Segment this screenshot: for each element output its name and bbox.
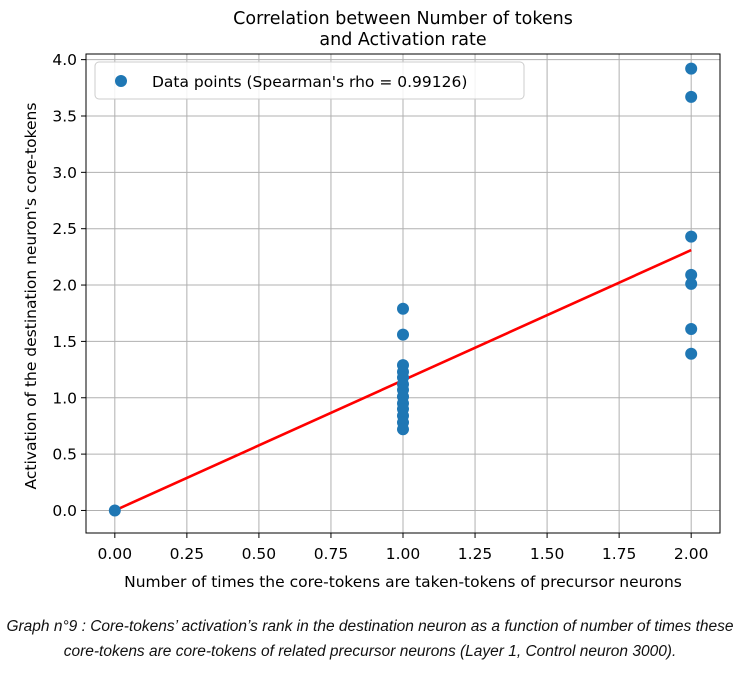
data-point [685, 268, 698, 281]
y-tick-label: 2.0 [52, 277, 77, 295]
data-point [685, 90, 698, 103]
y-tick-label: 1.5 [52, 333, 77, 351]
x-tick-label: 0.75 [314, 545, 349, 563]
x-axis-label: Number of times the core-tokens are take… [124, 573, 682, 591]
y-tick-label: 3.0 [52, 164, 77, 182]
legend: Data points (Spearman's rho = 0.99126) [94, 61, 525, 100]
data-point [685, 323, 698, 336]
x-tick-label: 0.25 [170, 545, 205, 563]
x-tick-label: 1.50 [530, 545, 565, 563]
y-tick-label: 0.0 [52, 502, 77, 520]
x-axis-ticks: 0.00 0.25 0.50 0.75 1.00 1.25 1.50 1.75 2.00 [98, 533, 709, 563]
y-tick-label: 1.0 [52, 389, 77, 407]
y-axis-label: Activation of the destination neuron's c… [22, 103, 40, 490]
data-point [397, 302, 409, 315]
data-points [108, 62, 698, 517]
data-point [397, 328, 409, 341]
figure-caption: Graph n°9 : Core-tokens’ activation’s ra… [6, 618, 734, 660]
x-tick-label: 0.00 [98, 545, 133, 563]
data-point [397, 423, 409, 436]
y-axis-ticks: 0.0 0.5 1.0 1.5 2.0 2.5 3.0 3.5 4.0 [52, 51, 86, 520]
legend-marker [115, 75, 127, 87]
data-point [685, 347, 698, 360]
data-point [685, 277, 698, 290]
x-tick-label: 1.00 [386, 545, 421, 563]
y-tick-label: 2.5 [52, 220, 77, 238]
x-tick-label: 1.25 [458, 545, 493, 563]
y-tick-label: 4.0 [52, 51, 77, 69]
y-tick-label: 0.5 [52, 446, 77, 464]
x-tick-label: 0.50 [242, 545, 277, 563]
grid-lines [86, 54, 720, 533]
y-tick-label: 3.5 [52, 107, 77, 125]
chart-title-line-2: and Activation rate [319, 30, 486, 50]
scatter-chart: 0.00 0.25 0.50 0.75 1.00 1.25 1.50 1.75 2.00 0.0… [22, 9, 721, 591]
legend-box [94, 61, 525, 100]
data-point [685, 230, 698, 243]
chart-title-line-1: Correlation between Number of tokens [233, 9, 573, 29]
legend-label: Data points (Spearman's rho = 0.99126) [152, 73, 467, 91]
x-tick-label: 1.75 [602, 545, 637, 563]
x-tick-label: 2.00 [674, 545, 709, 563]
data-point [685, 62, 698, 75]
data-point [108, 504, 121, 517]
